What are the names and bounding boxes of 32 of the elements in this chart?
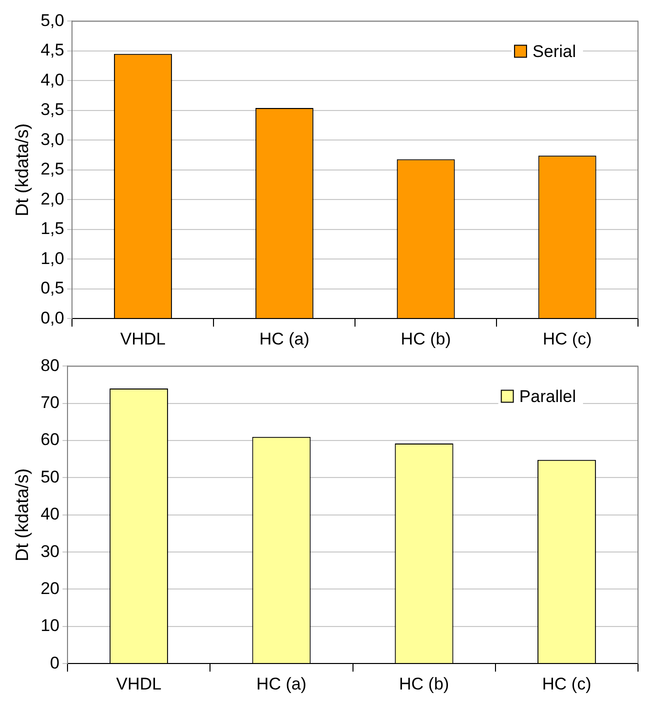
y-tick-label: 0 [50, 653, 60, 672]
x-tick-label: HC (c) [542, 674, 592, 694]
x-tick-label: HC (c) [542, 329, 592, 348]
y-tick-label: 4,5 [40, 40, 64, 60]
x-tick-label: HC (a) [256, 674, 306, 694]
y-tick-label: 3,0 [40, 130, 64, 149]
y-tick-label: 60 [40, 430, 60, 450]
legend-label: Parallel [519, 386, 576, 406]
y-tick-label: 1,5 [40, 219, 64, 238]
y-tick-label: 10 [40, 616, 60, 636]
x-tick-label: HC (b) [400, 329, 451, 348]
y-tick-label: 2,0 [40, 189, 64, 208]
y-tick-label: 20 [40, 578, 60, 598]
y-tick-label: 2,5 [40, 160, 64, 179]
y-axis-title: Dt (kdata/s) [12, 123, 32, 216]
y-tick-label: 3,5 [40, 100, 64, 120]
y-tick-label: 0,5 [40, 278, 64, 298]
y-axis-title: Dt (kdata/s) [12, 468, 32, 562]
x-tick-label: HC (b) [399, 674, 450, 694]
legend-label: Serial [532, 42, 576, 61]
x-tick-label: VHDL [116, 674, 162, 694]
x-tick-label: HC (a) [259, 329, 310, 348]
y-tick-label: 0,0 [40, 308, 64, 328]
y-tick-label: 40 [40, 504, 60, 524]
y-tick-label: 30 [40, 542, 60, 561]
y-tick-label: 1,0 [40, 248, 64, 268]
y-tick-label: 80 [40, 356, 60, 375]
y-tick-label: 70 [40, 393, 60, 412]
y-tick-label: 4,0 [40, 70, 64, 90]
y-tick-label: 50 [40, 467, 60, 486]
y-tick-label: 5,0 [40, 10, 64, 30]
x-tick-label: VHDL [120, 329, 166, 348]
